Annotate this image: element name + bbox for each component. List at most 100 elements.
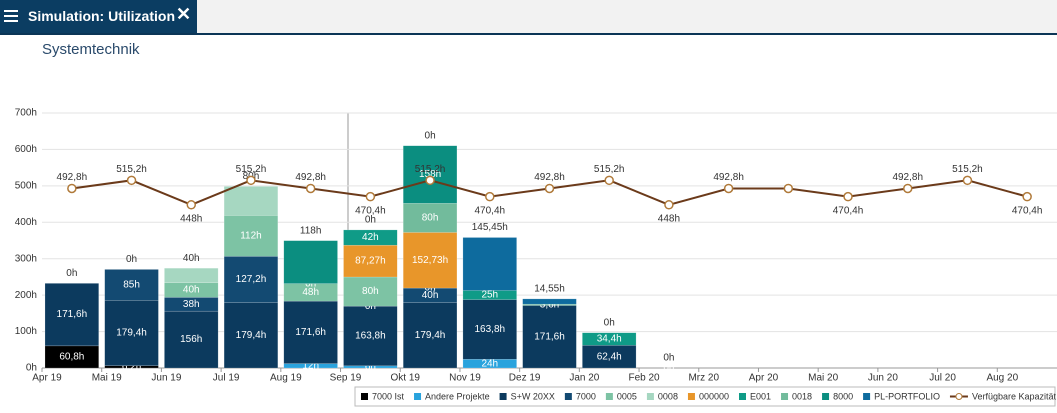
- data-label: 87,27h: [355, 256, 386, 267]
- x-tick-label: Jun 20: [868, 373, 898, 384]
- bar-segment: [104, 269, 159, 301]
- x-tick-label: Aug 19: [270, 373, 302, 384]
- legend-swatch: [646, 393, 654, 400]
- x-tick-label: Apr 20: [749, 373, 779, 384]
- y-tick-label: 100h: [15, 326, 37, 337]
- capacity-point: [783, 183, 794, 194]
- tab[interactable]: Simulation: Utilization ✕: [0, 0, 197, 33]
- legend-swatch: [739, 393, 746, 400]
- close-icon[interactable]: ✕: [176, 4, 192, 24]
- line-label: 515,2h: [236, 164, 267, 175]
- bar-segment: [283, 300, 338, 364]
- bar-segment: [522, 305, 577, 369]
- data-label: 0h: [663, 363, 674, 374]
- data-label: 179,4h: [415, 330, 446, 341]
- legend-label: Verfügbare Kapazität: [972, 391, 1057, 401]
- legend-swatch: [414, 393, 422, 400]
- legend-label: 8000: [833, 391, 853, 401]
- legend-label: 000000: [699, 391, 729, 401]
- x-tick-label: Sep 19: [330, 373, 362, 384]
- bar-segment: [462, 299, 517, 360]
- data-label: 60,8h: [59, 352, 84, 363]
- line-label: 448h: [180, 213, 202, 224]
- data-label: 80h: [362, 286, 379, 297]
- legend-swatch: [822, 393, 830, 400]
- data-label: 0h: [663, 353, 674, 364]
- capacity-point: [902, 183, 913, 194]
- bar-segment: [223, 186, 279, 216]
- legend-swatch: [605, 393, 613, 400]
- chart: Systemtechnik 0h 100h 200h 300h 400h 500h 600h…: [15, 41, 1057, 407]
- chart-title: Systemtechnik: [42, 41, 140, 58]
- data-label: 42h: [362, 232, 379, 243]
- legend-label: 7000 Ist: [372, 391, 405, 401]
- data-label: 0h: [126, 254, 137, 265]
- bar-segment: [402, 145, 458, 204]
- bar-segment: [164, 310, 219, 369]
- x-tick-label: Jul 20: [929, 373, 956, 384]
- line-label: 470,4h: [1012, 205, 1043, 216]
- data-label: 179,4h: [116, 328, 147, 339]
- line-label: 448h: [658, 213, 680, 224]
- line-label: 515,2h: [594, 164, 625, 175]
- bar-segment: [44, 283, 99, 347]
- data-label: 0h: [604, 317, 615, 328]
- capacity-point: [544, 183, 555, 194]
- x-tick-label: Nov 19: [449, 373, 481, 384]
- data-label: 0h: [305, 278, 316, 289]
- legend-label: 0008: [658, 391, 678, 401]
- tab-title: Simulation: Utilization: [28, 8, 175, 24]
- bar-segment: [223, 302, 279, 369]
- data-label: 163,8h: [355, 331, 386, 342]
- x-tick-label: Mrz 20: [688, 373, 719, 384]
- bar-segment: [343, 244, 398, 278]
- x-tick-label: Jul 19: [213, 373, 240, 384]
- x-tick-label: Mai 20: [808, 373, 838, 384]
- line-label: 492,8h: [295, 172, 326, 183]
- capacity-point: [365, 191, 376, 202]
- legend-marker: [955, 393, 963, 400]
- x-tick-label: Dez 19: [509, 373, 541, 384]
- capacity-point: [843, 191, 853, 202]
- data-label: 171,6h: [534, 331, 565, 342]
- capacity-point: [485, 191, 495, 202]
- data-label: 127,2h: [236, 274, 267, 285]
- data-label: 25h: [481, 290, 498, 301]
- y-tick-label: 600h: [15, 144, 37, 155]
- bar-segment: [582, 332, 637, 346]
- data-label: 171,6h: [57, 309, 88, 320]
- data-label: 158h: [419, 169, 441, 180]
- data-label: 24h: [481, 358, 498, 369]
- line-label: 492,8h: [534, 172, 565, 183]
- data-label: 14,55h: [534, 284, 565, 295]
- data-label: 3,6h: [540, 299, 559, 310]
- data-label: 34,4h: [597, 334, 622, 345]
- data-label: 0h: [66, 268, 77, 279]
- bar-segment: [343, 276, 398, 307]
- legend-box: [354, 386, 1056, 407]
- y-tick-label: 400h: [15, 217, 37, 228]
- header-bar: Simulation: Utilization ✕: [0, 0, 1057, 35]
- bar-segment: [343, 365, 398, 369]
- data-label: 0h: [425, 283, 436, 294]
- capacity-point: [305, 183, 316, 194]
- capacity-point: [425, 175, 435, 186]
- x-tick-label: Aug 20: [986, 373, 1018, 384]
- legend-swatch: [863, 393, 871, 400]
- data-label: 152,73h: [412, 255, 448, 266]
- data-label: 6h: [365, 362, 376, 373]
- y-tick-label: 500h: [15, 180, 37, 191]
- data-label: 38h: [183, 299, 200, 310]
- line-label: 515,2h: [952, 164, 983, 175]
- legend-swatch: [687, 393, 695, 400]
- bar-segment: [223, 256, 279, 303]
- bar-segment: [402, 203, 458, 233]
- legend-label: 7000: [576, 391, 596, 401]
- y-tick-label: 0h: [26, 363, 37, 374]
- capacity-point: [962, 175, 973, 186]
- legend-label: E001: [750, 391, 771, 401]
- data-label: 40h: [183, 253, 200, 264]
- menu-icon[interactable]: [4, 10, 20, 24]
- data-label: 40h: [183, 285, 200, 296]
